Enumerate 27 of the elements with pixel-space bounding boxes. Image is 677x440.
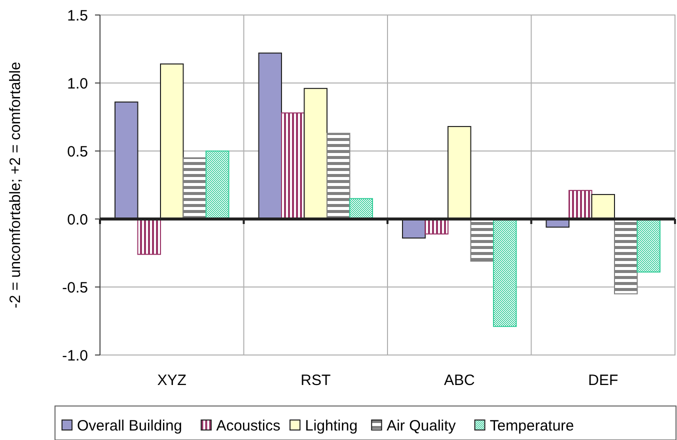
x-tick-label: XYZ bbox=[157, 372, 186, 389]
x-tick-label: ABC bbox=[444, 372, 475, 389]
bar bbox=[349, 198, 373, 220]
y-tick-label: -1.0 bbox=[62, 347, 88, 364]
bar bbox=[182, 157, 206, 220]
legend-label: Overall Building bbox=[77, 417, 182, 434]
x-tick-label: RST bbox=[300, 372, 331, 389]
bar bbox=[636, 218, 660, 273]
legend-label: Air Quality bbox=[386, 417, 456, 434]
y-tick-label: 1.5 bbox=[67, 7, 88, 24]
bar bbox=[281, 112, 305, 220]
bar bbox=[470, 218, 494, 262]
legend-label: Temperature bbox=[490, 417, 574, 434]
bar bbox=[137, 218, 161, 255]
y-tick-label: 0.0 bbox=[67, 211, 88, 228]
bar bbox=[206, 150, 230, 220]
bar bbox=[614, 218, 638, 294]
legend-label: Lighting bbox=[305, 417, 358, 434]
x-tick-label: DEF bbox=[588, 372, 618, 389]
y-axis-title: -2 = uncomfortable; +2 = comfortable bbox=[7, 62, 24, 308]
bar bbox=[326, 132, 350, 220]
y-tick-label: -0.5 bbox=[62, 279, 88, 296]
bar bbox=[568, 190, 592, 220]
bar bbox=[493, 218, 517, 327]
legend-label: Acoustics bbox=[216, 417, 280, 434]
y-tick-label: 0.5 bbox=[67, 143, 88, 160]
y-tick-label: 1.0 bbox=[67, 75, 88, 92]
